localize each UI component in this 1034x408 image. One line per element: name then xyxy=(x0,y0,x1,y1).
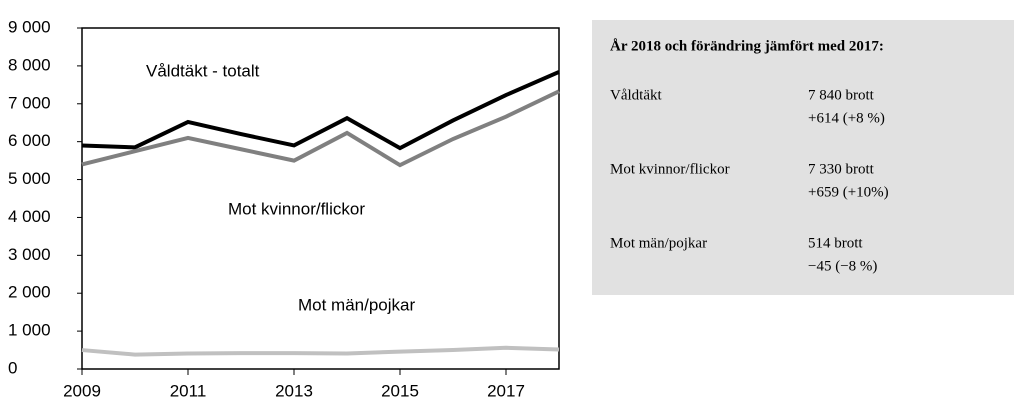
series-label: Mot kvinnor/flickor xyxy=(228,199,365,218)
x-tick-label: 2009 xyxy=(63,381,101,400)
series-label: Våldtäkt - totalt xyxy=(146,61,260,80)
x-tick-label: 2015 xyxy=(381,381,419,400)
info-change: +614 (+8 %) xyxy=(808,110,885,126)
info-change: +659 (+10%) xyxy=(808,184,889,200)
y-tick-label: 6 000 xyxy=(8,131,51,150)
info-change: −45 (−8 %) xyxy=(808,258,877,274)
info-label: Mot kvinnor/flickor xyxy=(610,161,730,177)
x-tick-label: 2011 xyxy=(170,381,207,400)
y-tick-label: 2 000 xyxy=(8,283,51,302)
series-line xyxy=(81,89,560,168)
info-box: År 2018 och förändring jämfört med 2017:… xyxy=(592,20,1014,295)
y-tick-label: 0 xyxy=(8,358,17,377)
info-value: 7 840 brott xyxy=(808,87,875,103)
y-tick-label: 3 000 xyxy=(8,245,51,264)
info-value: 7 330 brott xyxy=(808,161,875,177)
y-tick-label: 1 000 xyxy=(8,321,51,340)
plot-frame xyxy=(81,27,560,370)
info-box-bg xyxy=(592,20,1014,295)
y-tick-label: 5 000 xyxy=(8,169,51,188)
x-tick-label: 2017 xyxy=(487,381,525,400)
y-tick-label: 9 000 xyxy=(8,17,51,36)
info-label: Mot män/pojkar xyxy=(610,235,707,251)
series-label: Mot män/pojkar xyxy=(298,295,415,314)
y-tick-label: 8 000 xyxy=(8,55,51,74)
y-tick-label: 7 000 xyxy=(8,93,51,112)
y-tick-label: 4 000 xyxy=(8,207,51,226)
info-label: Våldtäkt xyxy=(610,87,662,103)
info-value: 514 brott xyxy=(808,235,863,251)
series-line xyxy=(81,345,560,357)
x-tick-label: 2013 xyxy=(275,381,313,400)
series-line xyxy=(81,70,560,151)
info-title: År 2018 och förändring jämfört med 2017: xyxy=(610,38,884,54)
